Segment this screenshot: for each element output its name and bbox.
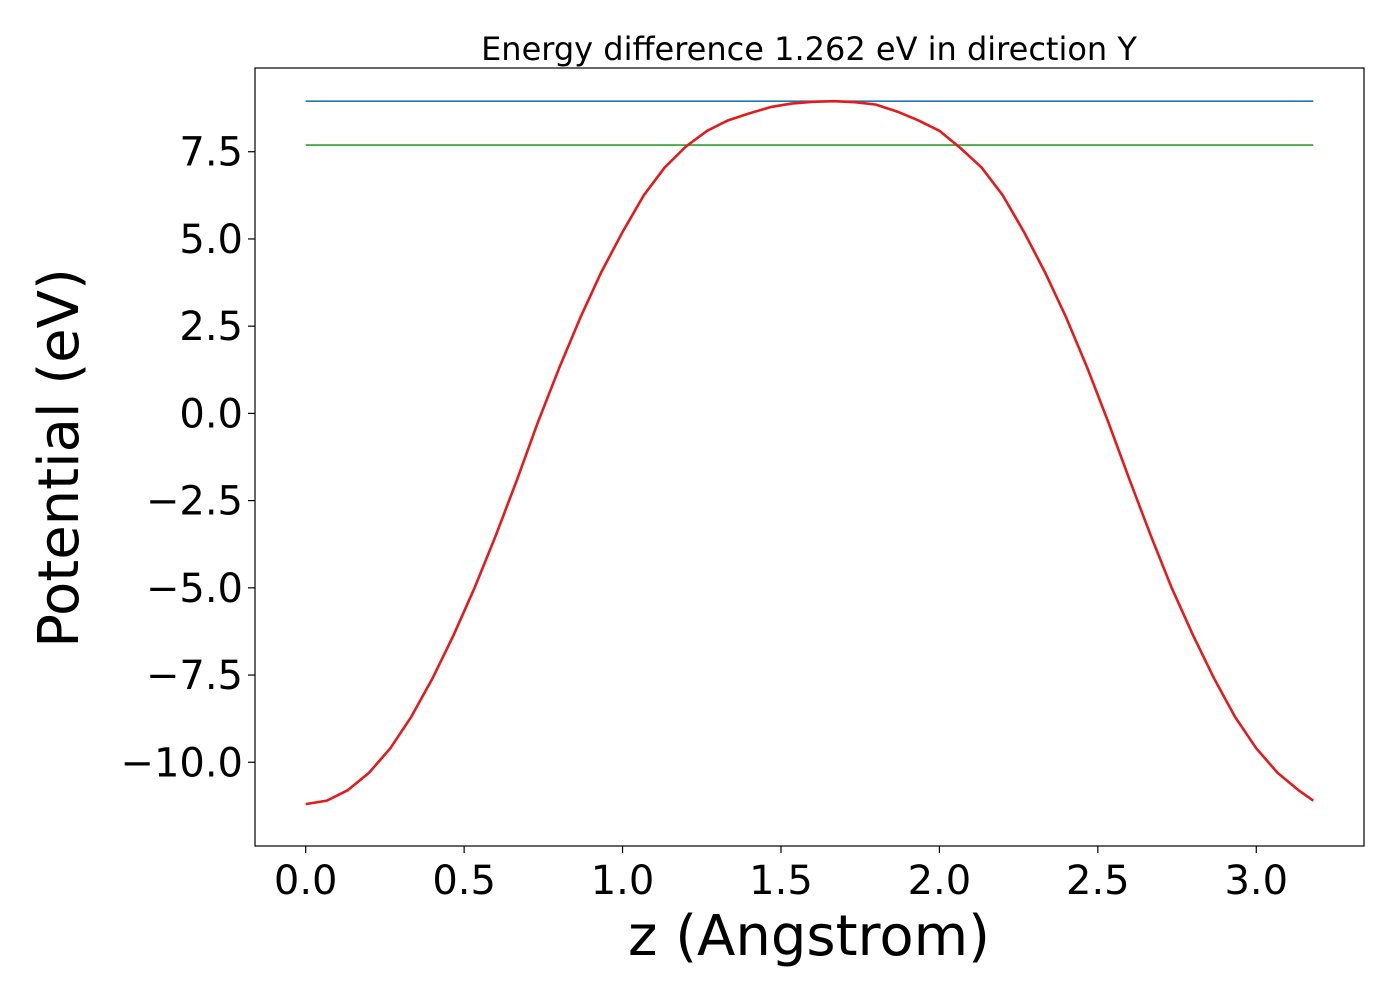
y-tick-label: 5.0 — [179, 217, 243, 263]
y-tick-label: −2.5 — [146, 479, 243, 525]
potential-series-line — [305, 99, 1315, 806]
x-tick-label: 1.5 — [749, 858, 813, 904]
plot-area — [305, 99, 1315, 806]
x-tick-label: 2.0 — [908, 858, 972, 904]
x-tick-label: 0.5 — [432, 858, 496, 904]
y-axis-label: Potential (eV) — [27, 268, 92, 648]
x-tick-label: 1.0 — [591, 858, 655, 904]
y-tick-label: 7.5 — [179, 130, 243, 176]
chart-title: Energy difference 1.262 eV in direction … — [481, 30, 1137, 68]
y-axis: −10.0 −7.5 −5.0 −2.5 0.0 2.5 5.0 7.5 — [120, 130, 255, 786]
y-tick-label: 2.5 — [179, 304, 243, 350]
x-axis: 0.0 0.5 1.0 1.5 2.0 2.5 3.0 — [274, 846, 1288, 904]
x-tick-label: 2.5 — [1066, 858, 1130, 904]
plot-frame — [254, 67, 1365, 847]
y-tick-label: −7.5 — [146, 653, 243, 699]
y-tick-label: 0.0 — [179, 391, 243, 437]
y-tick-label: −5.0 — [146, 566, 243, 612]
y-tick-label: −10.0 — [120, 740, 243, 786]
x-axis-label: z (Angstrom) — [628, 904, 990, 969]
x-tick-label: 3.0 — [1224, 858, 1288, 904]
x-tick-label: 0.0 — [274, 858, 338, 904]
